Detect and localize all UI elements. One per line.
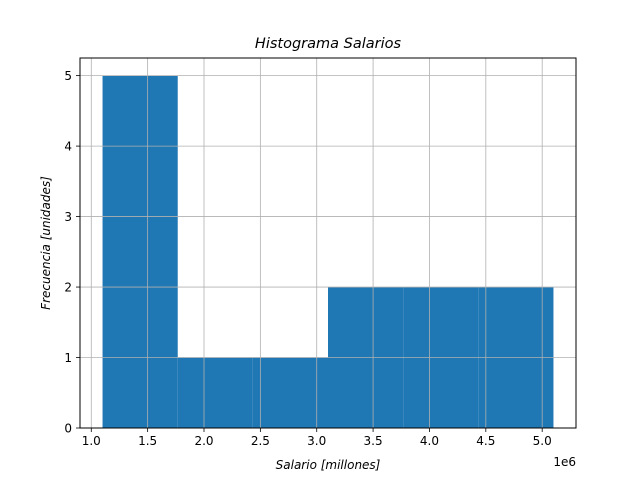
x-tick-label: 2.0 bbox=[194, 434, 213, 448]
x-tick-label: 4.0 bbox=[420, 434, 439, 448]
x-tick-label: 3.5 bbox=[364, 434, 383, 448]
x-axis-title: Salario [millones] bbox=[276, 458, 381, 472]
y-tick-label: 0 bbox=[64, 422, 72, 436]
y-axis-ticks: 0 1 2 3 4 5 bbox=[64, 69, 80, 436]
axes-frame bbox=[79, 57, 577, 429]
histogram-bar-2 bbox=[177, 357, 253, 428]
x-tick-label: 4.5 bbox=[476, 434, 495, 448]
chart-title: Histograma Salarios bbox=[255, 36, 402, 52]
y-tick-label: 3 bbox=[64, 210, 72, 224]
y-tick-label: 4 bbox=[64, 140, 72, 154]
x-tick-label: 3.0 bbox=[307, 434, 326, 448]
x-tick-label: 5.0 bbox=[533, 434, 552, 448]
x-tick-label: 1.5 bbox=[138, 434, 157, 448]
x-axis-offset-label: 1e6 bbox=[553, 455, 576, 469]
histogram-bar-3 bbox=[252, 357, 328, 428]
plot-area bbox=[79, 57, 577, 429]
y-axis-title: Frecuencia [unidades] bbox=[39, 176, 53, 310]
histogram-bar-1 bbox=[102, 75, 178, 428]
y-tick-label: 2 bbox=[64, 281, 72, 295]
x-tick-label: 2.5 bbox=[251, 434, 270, 448]
x-axis-ticks: 1.0 1.5 2.0 2.5 3.0 3.5 4.0 4.5 5.0 bbox=[82, 428, 552, 448]
x-tick-label: 1.0 bbox=[82, 434, 101, 448]
y-tick-label: 1 bbox=[64, 351, 72, 365]
y-tick-label: 5 bbox=[64, 69, 72, 83]
